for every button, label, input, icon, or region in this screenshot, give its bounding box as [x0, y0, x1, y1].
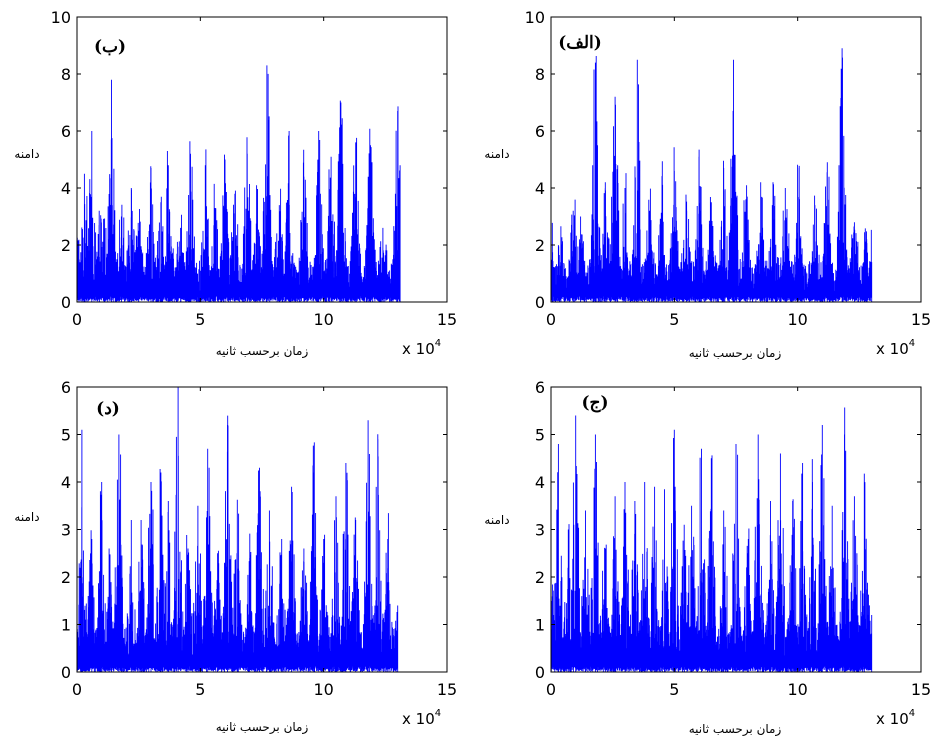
- y-axis-label: دامنه: [484, 147, 509, 161]
- x-tick-label: 15: [437, 310, 457, 329]
- x-tick-label: 10: [313, 680, 333, 699]
- y-tick-label: 0: [61, 663, 71, 682]
- x-tick-label: 15: [911, 310, 931, 329]
- y-tick-label: 4: [61, 473, 71, 492]
- x-axis-label: زمان برحسب ثانیه: [216, 720, 309, 735]
- panel-label: (ج): [581, 393, 608, 413]
- y-tick-label: 8: [61, 65, 71, 84]
- x-tick-label: 10: [313, 310, 333, 329]
- x-tick-label: 10: [787, 310, 807, 329]
- y-tick-label: 1: [61, 616, 71, 635]
- signal-series-3: [77, 387, 399, 672]
- y-tick-label: 0: [535, 293, 545, 312]
- x-tick-label: 0: [72, 310, 82, 329]
- y-tick-label: 6: [535, 378, 545, 397]
- x-axis-multiplier: x 104: [876, 338, 915, 358]
- y-axis-label: دامنه: [14, 510, 39, 524]
- x-axis-label: زمان برحسب ثانیه: [216, 344, 309, 359]
- x-tick-label: 10: [787, 680, 807, 699]
- chart-panel-2: 0 5 10 15 0 2 4 6 8 10 (الف) دامنه زمان برحسب ثانیه x…: [484, 8, 931, 361]
- y-tick-label: 4: [61, 179, 71, 198]
- y-tick-label: 2: [535, 236, 545, 255]
- x-axis-multiplier: x 104: [402, 338, 441, 358]
- y-axis-label: دامنه: [14, 147, 39, 161]
- axes-frame: [550, 16, 922, 303]
- x-tick-label: 0: [546, 310, 556, 329]
- y-tick-label: 10: [51, 8, 71, 27]
- panel-label: (ب): [94, 37, 126, 57]
- signal-series-1: [77, 65, 401, 302]
- chart-panel-4: 0 5 10 15 0 1 2 3 4 5 6 (ج) دامنه زمان برحسب ثانیه x 1…: [484, 378, 931, 737]
- y-tick-label: 4: [535, 473, 545, 492]
- y-tick-label: 3: [535, 521, 545, 540]
- y-tick-label: 2: [61, 236, 71, 255]
- y-tick-label: 4: [535, 179, 545, 198]
- axes-frame: [76, 16, 448, 303]
- y-tick-label: 6: [61, 122, 71, 141]
- x-tick-label: 0: [72, 680, 82, 699]
- y-axis-label: دامنه: [484, 513, 509, 527]
- y-tick-label: 2: [535, 568, 545, 587]
- x-axis-label: زمان برحسب ثانیه: [689, 722, 782, 737]
- y-tick-label: 0: [535, 663, 545, 682]
- y-tick-label: 3: [61, 521, 71, 540]
- y-tick-label: 5: [535, 426, 545, 445]
- x-tick-label: 15: [437, 680, 457, 699]
- signal-series-4: [551, 407, 873, 672]
- x-axis-label: زمان برحسب ثانیه: [689, 346, 782, 361]
- x-tick-label: 5: [195, 310, 205, 329]
- y-tick-label: 0: [61, 293, 71, 312]
- x-tick-label: 0: [546, 680, 556, 699]
- chart-panel-1: 0 5 10 15 0 2 4 6 8 10 (ب) دامنه زمان برحسب ثانیه x 1…: [14, 8, 457, 359]
- x-axis-multiplier: x 104: [402, 708, 441, 728]
- chart-panel-3: 0 5 10 15 0 1 2 3 4 5 6 (د) دامنه زمان برحسب ثانیه x 1…: [14, 378, 457, 735]
- y-tick-label: 1: [535, 616, 545, 635]
- y-tick-label: 2: [61, 568, 71, 587]
- y-tick-label: 10: [525, 8, 545, 27]
- x-tick-label: 5: [195, 680, 205, 699]
- y-tick-label: 6: [61, 378, 71, 397]
- y-tick-label: 5: [61, 426, 71, 445]
- x-tick-label: 5: [669, 680, 679, 699]
- y-tick-label: 8: [535, 65, 545, 84]
- panel-label: (الف): [558, 33, 602, 53]
- signal-series-2: [551, 48, 873, 302]
- panel-label: (د): [96, 399, 120, 419]
- x-axis-multiplier: x 104: [876, 708, 915, 728]
- y-tick-label: 6: [535, 122, 545, 141]
- x-tick-label: 15: [911, 680, 931, 699]
- x-tick-label: 5: [669, 310, 679, 329]
